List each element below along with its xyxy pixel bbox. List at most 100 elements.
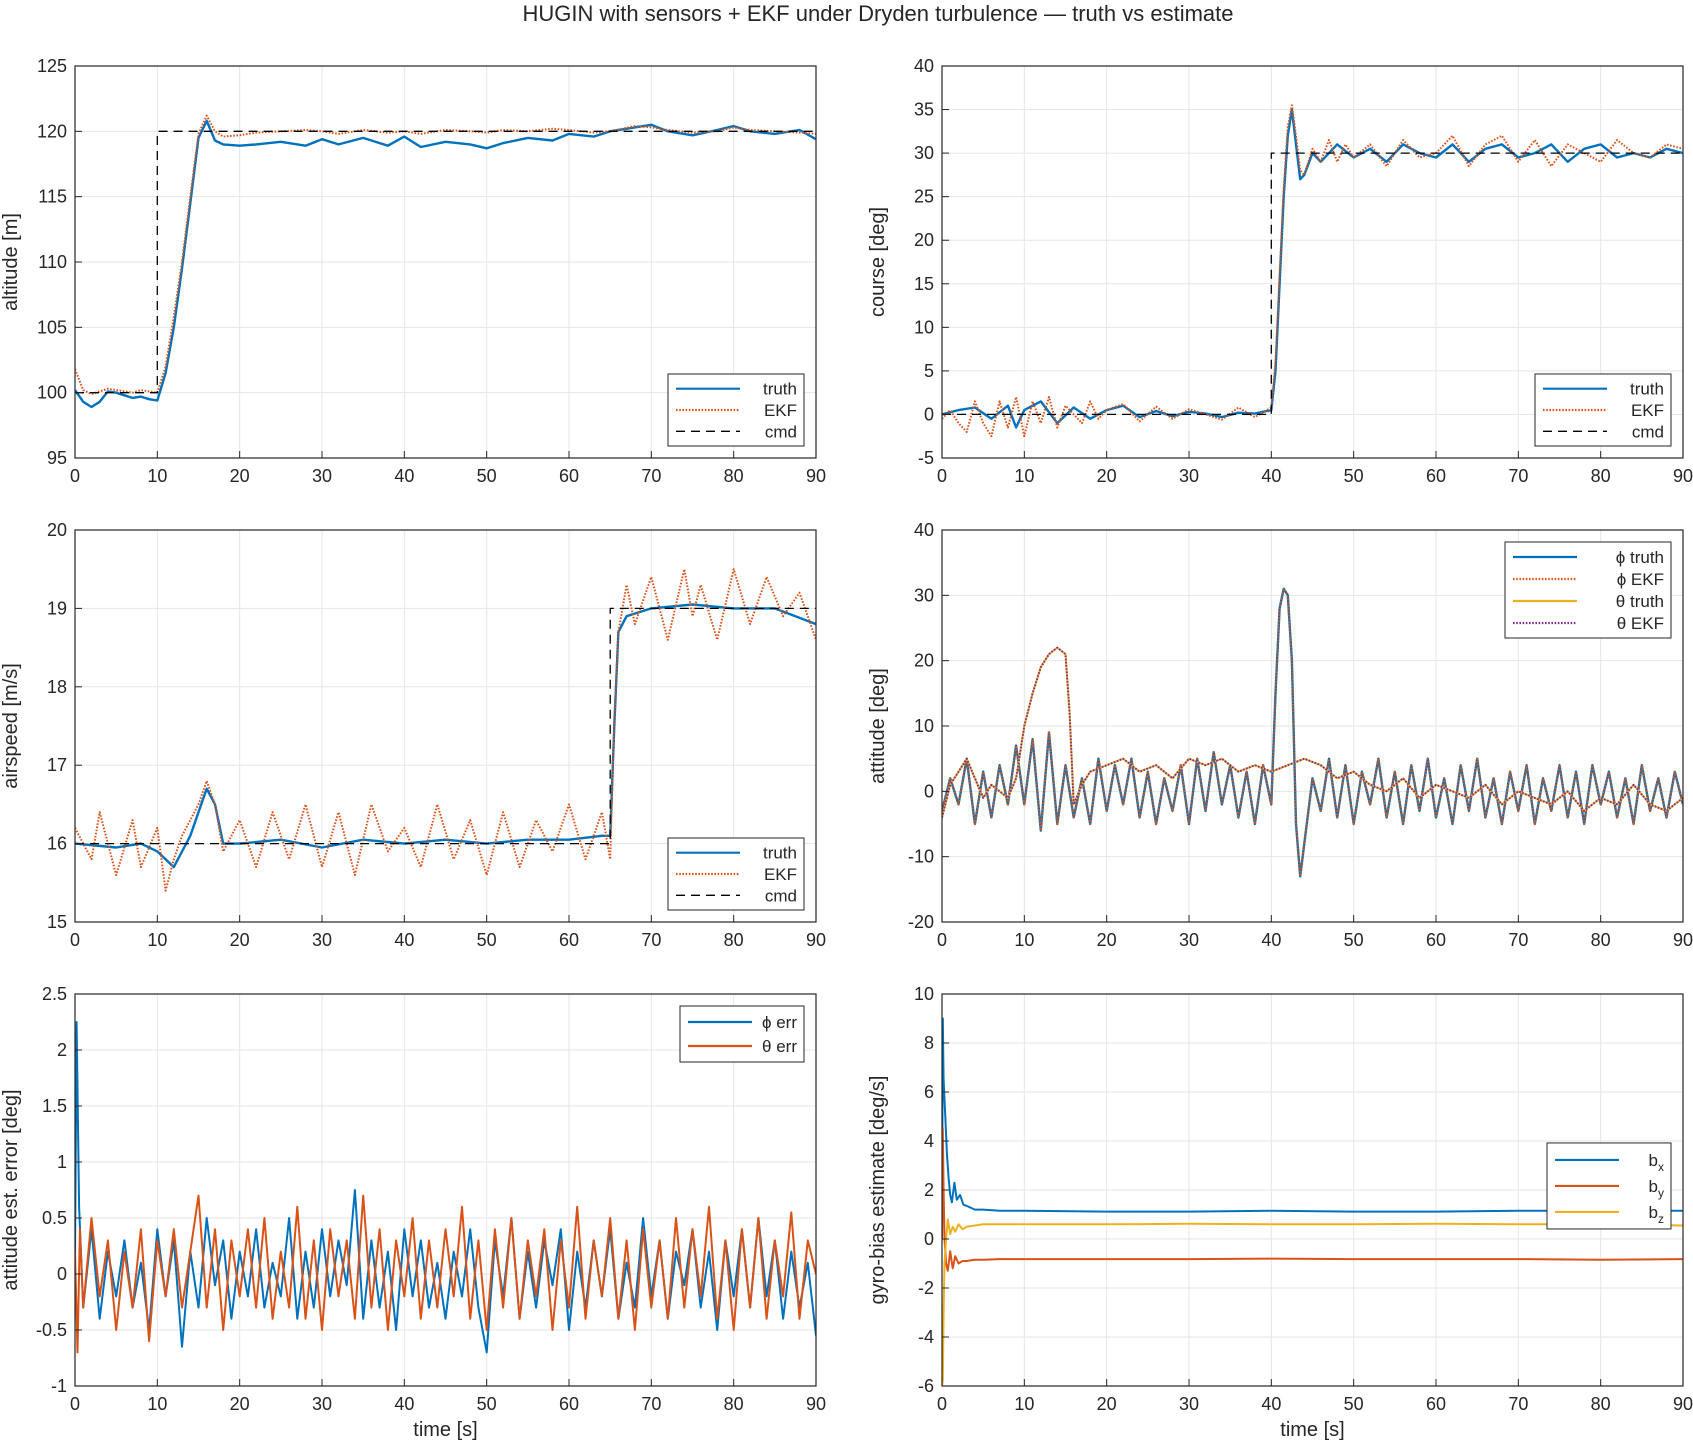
x-tick-label: 70 [641,466,661,486]
x-tick-label: 60 [559,1394,579,1414]
x-tick-label: 80 [724,930,744,950]
y-tick-label: 2 [924,1180,934,1200]
x-tick-label: 90 [1673,1394,1693,1414]
y-tick-label: 25 [914,187,934,207]
y-tick-label: 19 [47,598,67,618]
series-line-truth [75,603,816,869]
legend-label-ekf: EKF [764,401,797,420]
y-tick-label: -5 [918,448,934,468]
legend-box [679,1005,805,1063]
series-group [75,1021,816,1354]
y-tick-label: 10 [914,317,934,337]
x-tick-label: 30 [1179,1394,1199,1414]
y-tick-label: 6 [924,1082,934,1102]
axes-box [74,993,817,1387]
y-tick-label: 15 [914,274,934,294]
x-tick-label: 80 [724,1394,744,1414]
y-tick-label: 4 [924,1131,934,1151]
x-tick-label: 40 [1261,466,1281,486]
x-tick-label: 30 [1179,930,1199,950]
legend-label-err: ϕ err [762,1013,797,1032]
series-line-cmd [75,607,816,845]
subplot-3: 0 10 20 30 40 50 60 70 80 90 15 16 17 18 19 20 airspeed … [0,520,826,950]
y-tick-label: -20 [908,912,934,932]
y-tick-label: -1 [51,1376,67,1396]
legend-box [667,837,805,911]
subplot-grid: 0 10 20 30 40 50 60 70 80 9095100105110115120125a… [0,56,1693,1441]
series-group [942,587,1683,878]
subplot-4: 0 10 20 30 40 50 60 70 80 90 -20 -10 0 10 20 30 40 attitu… [867,520,1693,950]
legend-label-truth: ϕ truth [1616,548,1664,567]
legend-label-ekf: θ EKF [1617,614,1664,633]
legend-label-cmd: cmd [765,422,797,441]
x-tick-label: 70 [1508,930,1528,950]
y-tick-label: -6 [918,1376,934,1396]
y-tick-label: 17 [47,755,67,775]
axes-box [74,529,817,923]
series-line-b-x [942,1017,1683,1240]
y-tick-label: 8 [924,1033,934,1053]
series-line-b-z [942,1218,1683,1386]
legend: truth EKF cmd [1534,373,1672,447]
x-tick-label: 50 [477,466,497,486]
series-line-cmd [75,130,816,394]
y-tick-label: 1.5 [42,1096,67,1116]
y-tick-label: 10 [914,984,934,1004]
x-tick-label: 40 [394,1394,414,1414]
y-tick-label: 40 [914,56,934,76]
x-tick-label: 50 [1344,930,1364,950]
x-tick-label: 70 [641,930,661,950]
x-tick-label: 20 [230,466,250,486]
x-tick-label: 90 [806,466,826,486]
y-tick-label: 5 [924,361,934,381]
y-tick-label: 20 [914,651,934,671]
x-tick-label: 40 [1261,930,1281,950]
y-tick-label: -4 [918,1327,934,1347]
legend-label-ekf: EKF [764,865,797,884]
x-tick-label: 70 [1508,466,1528,486]
x-tick-label: 90 [1673,930,1693,950]
y-tick-label: 0.5 [42,1208,67,1228]
y-tick-label: 0 [57,1264,67,1284]
x-tick-label: 90 [1673,466,1693,486]
x-tick-label: 70 [641,1394,661,1414]
x-tick-label: 10 [147,930,167,950]
x-tick-label: 30 [312,1394,332,1414]
y-tick-label: 20 [47,520,67,540]
legend-label-ekf: EKF [1631,401,1664,420]
y-tick-label: -2 [918,1278,934,1298]
subplot-6: 0 10 20 30 40 50 60 70 80 90 -6 -4 -2 0 2 4 6 8 10 gyro-bia… [867,984,1693,1441]
y-tick-label: 18 [47,677,67,697]
x-tick-label: 50 [1344,466,1364,486]
x-tick-label: 10 [147,1394,167,1414]
x-tick-label: 10 [1014,930,1034,950]
legend-label-cmd: cmd [1632,422,1664,441]
x-tick-label: 0 [937,1394,947,1414]
x-tick-label: 0 [70,466,80,486]
x-tick-label: 60 [559,930,579,950]
series-line-b-y [942,1127,1683,1272]
x-tick-label: 80 [724,466,744,486]
x-tick-label: 50 [477,930,497,950]
legend-label-err: θ err [762,1037,797,1056]
y-axis-label: attitude est. error [deg] [0,1089,22,1290]
legend-label-ekf: ϕ EKF [1617,570,1664,589]
y-axis-label: altitude [m] [0,213,22,311]
series-group [942,104,1683,438]
y-tick-label: 2 [57,1040,67,1060]
x-tick-label: 20 [1097,930,1117,950]
x-tick-label: 50 [477,1394,497,1414]
x-tick-label: 10 [147,466,167,486]
subplot-1: 0 10 20 30 40 50 60 70 80 90 95 100 105 110 115 120 125 a… [0,56,826,486]
x-tick-label: 60 [1426,930,1446,950]
x-tick-label: 10 [1014,1394,1034,1414]
series-group [75,568,816,892]
y-tick-label: -10 [908,847,934,867]
legend: truth EKF cmd [667,373,805,447]
y-tick-label: 2.5 [42,984,67,1004]
y-tick-label: 15 [47,912,67,932]
x-tick-label: 20 [1097,466,1117,486]
legend-label-cmd: cmd [765,886,797,905]
subplot-5: 0 10 20 30 40 50 60 70 80 90 -1 -0.5 0 0.5 1 1.5 2 2.5 att… [0,984,826,1441]
